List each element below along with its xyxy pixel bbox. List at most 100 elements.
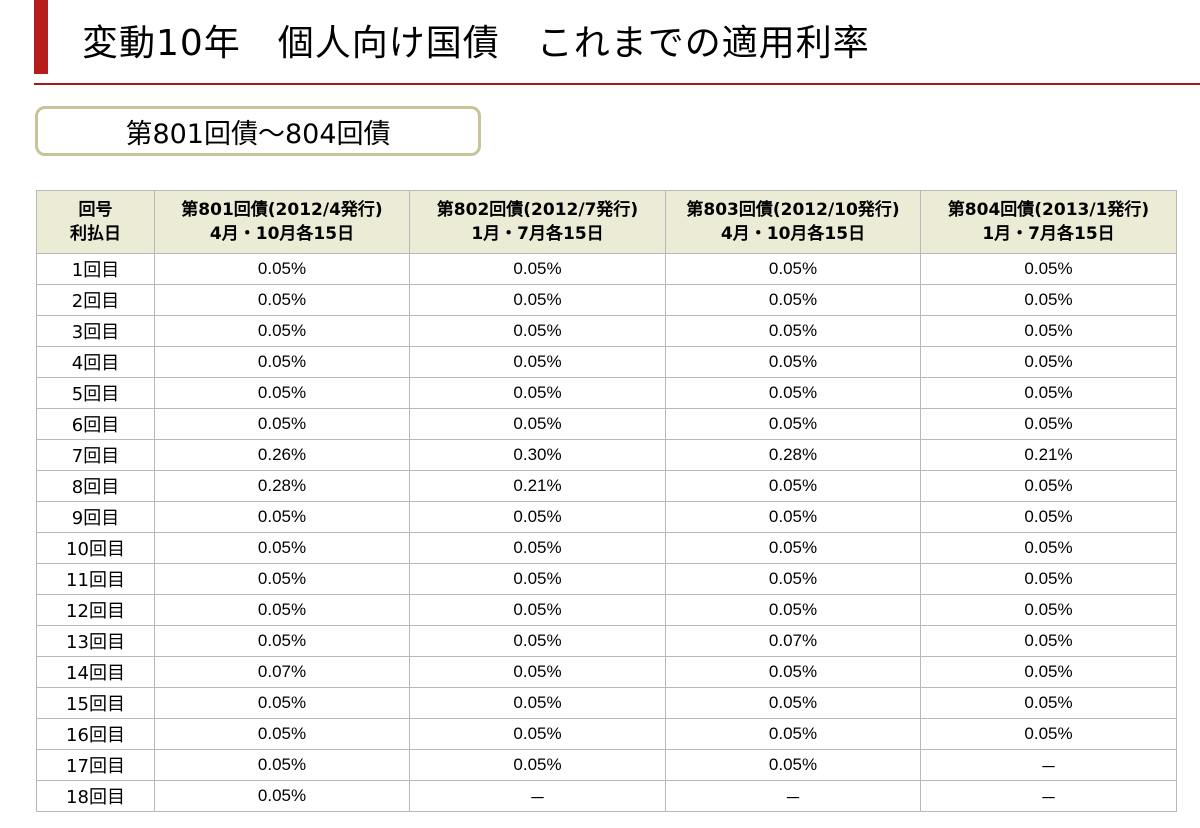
row-label: 7回目 — [36, 439, 155, 471]
column-name: 第803回債(2012/10発行) — [686, 200, 900, 220]
rate-cell-804: － — [920, 749, 1177, 781]
rate-cell-801: 0.05% — [154, 408, 410, 440]
corner-label-payment: 利払日 — [70, 224, 121, 244]
table-row: 15回目 0.05% 0.05% 0.05% 0.05% — [36, 687, 1177, 719]
rate-cell-802: 0.05% — [409, 408, 666, 440]
rate-cell-804: 0.05% — [920, 284, 1177, 316]
row-label: 3回目 — [36, 315, 155, 347]
row-label: 6回目 — [36, 408, 155, 440]
row-label: 18回目 — [36, 780, 155, 812]
rate-cell-803: 0.05% — [665, 501, 921, 533]
row-label: 15回目 — [36, 687, 155, 719]
rate-cell-801: 0.05% — [154, 284, 410, 316]
column-schedule: 1月・7月各15日 — [471, 224, 604, 244]
row-label: 5回目 — [36, 377, 155, 409]
rate-cell-802: 0.05% — [409, 718, 666, 750]
table-row: 13回目 0.05% 0.05% 0.07% 0.05% — [36, 625, 1177, 657]
rate-cell-801: 0.05% — [154, 501, 410, 533]
rate-cell-804: 0.05% — [920, 408, 1177, 440]
rate-cell-802: 0.21% — [409, 470, 666, 502]
rate-cell-804: 0.05% — [920, 563, 1177, 595]
title-accent-bar — [34, 0, 48, 74]
rate-cell-802: 0.05% — [409, 687, 666, 719]
row-label: 1回目 — [36, 253, 155, 285]
column-name: 第804回債(2013/1発行) — [947, 200, 1150, 220]
rate-cell-803: 0.05% — [665, 594, 921, 626]
rate-cell-804: 0.05% — [920, 656, 1177, 688]
rate-cell-802: 0.05% — [409, 253, 666, 285]
rate-cell-802: 0.05% — [409, 284, 666, 316]
table-row: 17回目 0.05% 0.05% 0.05% － — [36, 749, 1177, 781]
rate-cell-801: 0.05% — [154, 377, 410, 409]
rate-cell-802: 0.05% — [409, 377, 666, 409]
rate-cell-804: 0.05% — [920, 346, 1177, 378]
corner-label-issue: 回号 — [78, 200, 113, 220]
table-row: 5回目 0.05% 0.05% 0.05% 0.05% — [36, 377, 1177, 409]
row-label: 9回目 — [36, 501, 155, 533]
table-row: 18回目 0.05% －－－ — [36, 780, 1177, 812]
row-label: 14回目 — [36, 656, 155, 688]
table-row: 2回目 0.05% 0.05% 0.05% 0.05% — [36, 284, 1177, 316]
rates-table-body: 1回目 0.05% 0.05% 0.05% 0.05% 2回目 0.05% 0.05% 0.05… — [36, 253, 1177, 812]
rate-cell-803: 0.05% — [665, 470, 921, 502]
rate-cell-804: 0.05% — [920, 625, 1177, 657]
rate-cell-802: 0.05% — [409, 315, 666, 347]
rate-cell-802: 0.30% — [409, 439, 666, 471]
rate-cell-804: － — [920, 780, 1177, 812]
table-row: 7回目 0.26% 0.30% 0.28% 0.21% — [36, 439, 1177, 471]
rate-cell-801: 0.05% — [154, 346, 410, 378]
column-schedule: 4月・10月各15日 — [720, 224, 866, 244]
rate-cell-803: 0.05% — [665, 408, 921, 440]
column-header-803: 第803回債(2012/10発行) 4月・10月各15日 — [665, 190, 921, 254]
header-row: 回号 利払日 第801回債(2012/4発行) 4月・10月各15日 第802回… — [36, 190, 1177, 254]
rate-cell-802: 0.05% — [409, 346, 666, 378]
table-row: 8回目 0.28% 0.21% 0.05% 0.05% — [36, 470, 1177, 502]
rate-cell-801: 0.05% — [154, 687, 410, 719]
rate-cell-801: 0.07% — [154, 656, 410, 688]
rate-cell-801: 0.28% — [154, 470, 410, 502]
column-name: 第801回債(2012/4発行) — [181, 200, 383, 220]
rate-cell-804: 0.05% — [920, 718, 1177, 750]
section-heading: 第801回債～804回債 — [125, 118, 391, 150]
table-row: 9回目 0.05% 0.05% 0.05% 0.05% — [36, 501, 1177, 533]
rate-cell-803: 0.05% — [665, 253, 921, 285]
rates-table: 回号 利払日 第801回債(2012/4発行) 4月・10月各15日 第802回… — [36, 190, 1177, 812]
table-row: 10回目 0.05% 0.05% 0.05% 0.05% — [36, 532, 1177, 564]
rates-table-header: 回号 利払日 第801回債(2012/4発行) 4月・10月各15日 第802回… — [36, 190, 1177, 254]
rate-cell-804: 0.05% — [920, 470, 1177, 502]
column-schedule: 4月・10月各15日 — [209, 224, 355, 244]
page-title: 変動10年 個人向け国債 これまでの適用利率 — [82, 23, 870, 64]
row-label: 17回目 — [36, 749, 155, 781]
rate-cell-803: 0.05% — [665, 687, 921, 719]
rate-cell-801: 0.05% — [154, 780, 410, 812]
rate-cell-803: 0.28% — [665, 439, 921, 471]
rate-cell-802: 0.05% — [409, 563, 666, 595]
rate-cell-804: 0.05% — [920, 501, 1177, 533]
rate-cell-801: 0.05% — [154, 594, 410, 626]
rate-cell-802: 0.05% — [409, 625, 666, 657]
table-row: 12回目 0.05% 0.05% 0.05% 0.05% — [36, 594, 1177, 626]
row-label: 16回目 — [36, 718, 155, 750]
rate-cell-802: 0.05% — [409, 532, 666, 564]
rate-cell-804: 0.05% — [920, 687, 1177, 719]
rate-cell-803: 0.07% — [665, 625, 921, 657]
rate-cell-803: 0.05% — [665, 284, 921, 316]
table-row: 3回目 0.05% 0.05% 0.05% 0.05% — [36, 315, 1177, 347]
rate-cell-804: 0.05% — [920, 377, 1177, 409]
table-row: 4回目 0.05% 0.05% 0.05% 0.05% — [36, 346, 1177, 378]
rate-cell-803: 0.05% — [665, 315, 921, 347]
rate-cell-801: 0.05% — [154, 532, 410, 564]
rate-cell-803: 0.05% — [665, 718, 921, 750]
rate-cell-802: 0.05% — [409, 749, 666, 781]
column-header-801: 第801回債(2012/4発行) 4月・10月各15日 — [154, 190, 410, 254]
rate-cell-804: 0.05% — [920, 594, 1177, 626]
rate-cell-801: 0.05% — [154, 718, 410, 750]
table-row: 1回目 0.05% 0.05% 0.05% 0.05% — [36, 253, 1177, 285]
table-row: 6回目 0.05% 0.05% 0.05% 0.05% — [36, 408, 1177, 440]
column-schedule: 1月・7月各15日 — [982, 224, 1115, 244]
row-label: 13回目 — [36, 625, 155, 657]
rate-cell-801: 0.05% — [154, 315, 410, 347]
row-label: 2回目 — [36, 284, 155, 316]
rate-cell-801: 0.05% — [154, 749, 410, 781]
table-row: 16回目 0.05% 0.05% 0.05% 0.05% — [36, 718, 1177, 750]
